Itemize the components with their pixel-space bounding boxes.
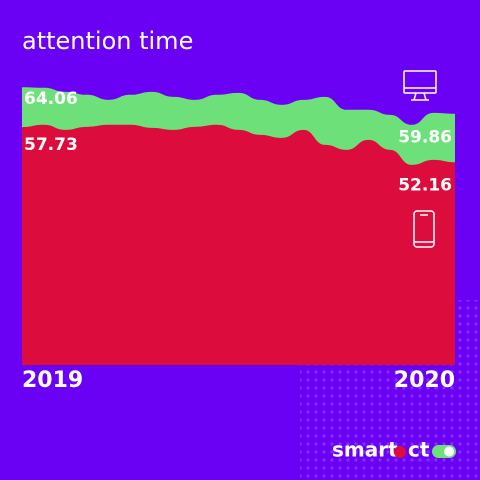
- value-label: 57.73: [24, 135, 78, 155]
- plot: [22, 87, 455, 365]
- desktop-icon: [403, 70, 437, 101]
- x-tick-label: 2020: [394, 368, 455, 393]
- brand-right: ct: [408, 438, 430, 462]
- area: [22, 124, 455, 365]
- value-label: 52.16: [398, 175, 452, 195]
- brand-toggle-knob: [444, 446, 454, 457]
- chart-title: attention time: [22, 27, 193, 55]
- brand-dot: [394, 446, 406, 458]
- brand-logo: smart ct: [332, 438, 456, 462]
- phone-icon: [413, 210, 435, 248]
- brand-left: smart: [332, 438, 398, 462]
- value-label: 64.06: [24, 89, 78, 109]
- value-label: 59.86: [398, 128, 452, 148]
- x-tick-label: 2019: [22, 368, 83, 393]
